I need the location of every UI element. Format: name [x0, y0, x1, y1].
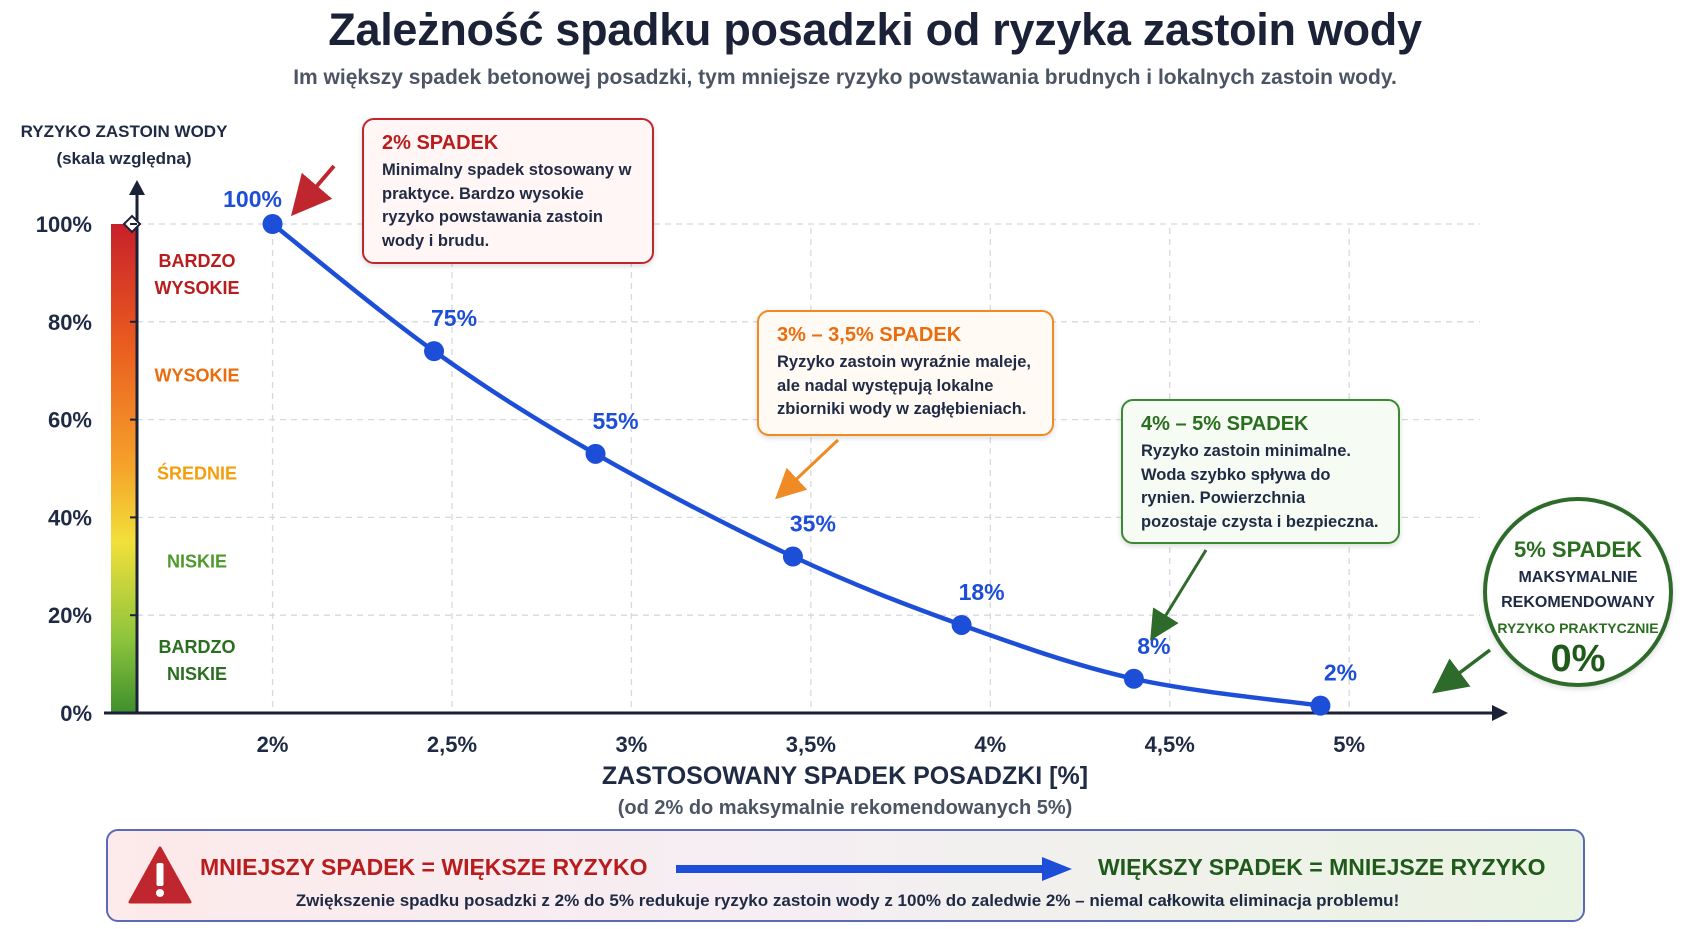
- callout-4-percent-body: Ryzyko zastoin minimalne. Woda szybko sp…: [1141, 442, 1379, 531]
- risk-label: BARDZO: [159, 251, 236, 271]
- callout-3-percent: 3% – 3,5% SPADEK Ryzyko zastoin wyraźnie…: [757, 310, 1054, 436]
- risk-label: WYSOKIE: [154, 366, 239, 386]
- data-label: 8%: [1137, 633, 1170, 659]
- chart-title: Zależność spadku posadzki od ryzyka zast…: [328, 4, 1422, 55]
- orange-callout-arrow: [775, 438, 840, 500]
- data-label: 18%: [959, 579, 1005, 605]
- callout-2-percent-title: 2% SPADEK: [382, 132, 499, 154]
- circle-line3: RYZYKO PRAKTYCZNIE: [1497, 620, 1659, 636]
- y-tick-label: 0%: [60, 701, 92, 726]
- arrow-right-icon: [676, 857, 1072, 881]
- banner-left-text: MNIEJSZY SPADEK = WIĘKSZE RYZYKO: [200, 854, 648, 880]
- banner-note: Zwiększenie spadku posadzki z 2% do 5% r…: [295, 891, 1400, 910]
- data-label: 35%: [790, 511, 836, 537]
- y-axis-arrow: [129, 180, 145, 195]
- ticks: 0% 20% 40% 60% 80% 100% 2% 2,5% 3% 3,5% 4% 4,5% 5%: [36, 212, 1365, 757]
- risk-label: NISKIE: [167, 551, 227, 571]
- y-tick-label: 100%: [36, 212, 92, 237]
- chart-subtitle: Im większy spadek betonowej posadzki, ty…: [293, 66, 1397, 89]
- x-tick-label: 2%: [257, 732, 289, 757]
- banner-right-text: WIĘKSZY SPADEK = MNIEJSZE RYZYKO: [1098, 854, 1546, 880]
- x-axis-arrow: [1492, 705, 1508, 721]
- data-point: [782, 546, 803, 567]
- circle-line2: REKOMENDOWANY: [1501, 594, 1655, 611]
- callout-2-percent: 2% SPADEK Minimalny spadek stosowany w p…: [362, 118, 654, 264]
- y-tick-label: 80%: [48, 310, 92, 335]
- x-axis-sublabel: (od 2% do maksymalnie rekomendowanych 5%…: [617, 797, 1073, 819]
- callout-4-percent: 4% – 5% SPADEK Ryzyko zastoin minimalne.…: [1121, 399, 1400, 544]
- risk-scale-labels: BARDZO WYSOKIE WYSOKIE ŚREDNIE NISKIE BARDZO N…: [154, 251, 239, 684]
- green-callout-arrow: [1150, 549, 1208, 641]
- x-axis-label: ZASTOSOWANY SPADEK POSADZKI [%]: [601, 762, 1089, 790]
- data-point: [262, 214, 283, 234]
- data-label: 100%: [223, 186, 282, 212]
- y-tick-label: 60%: [48, 408, 92, 433]
- callout-5-percent-circle: 5% SPADEK MAKSYMALNIE REKOMENDOWANY RYZY…: [1483, 497, 1673, 687]
- y-axis-label: RYZYKO ZASTOIN WODY (skala względna): [20, 118, 228, 172]
- x-tick-label: 5%: [1333, 732, 1365, 757]
- warning-icon: [128, 846, 192, 904]
- x-tick-label: 4%: [974, 732, 1006, 757]
- y-tick-label: 40%: [48, 505, 92, 530]
- y-axis-label-line2: (skala względna): [56, 149, 192, 168]
- risk-label: NISKIE: [167, 664, 227, 684]
- y-tick-label: 20%: [48, 603, 92, 628]
- callout-4-percent-title: 4% – 5% SPADEK: [1141, 413, 1309, 435]
- x-tick-label: 2,5%: [427, 732, 477, 757]
- circle-arrow: [1432, 648, 1492, 694]
- x-tick-label: 4,5%: [1145, 732, 1195, 757]
- data-point: [424, 341, 445, 362]
- data-point: [1123, 668, 1144, 689]
- callout-3-percent-body: Ryzyko zastoin wyraźnie maleje, ale nada…: [777, 353, 1032, 418]
- risk-label: BARDZO: [159, 637, 236, 657]
- circle-line1: MAKSYMALNIE: [1518, 569, 1638, 586]
- risk-gradient-bar: [111, 224, 137, 713]
- callout-2-percent-body: Minimalny spadek stosowany w praktyce. B…: [382, 161, 632, 250]
- x-tick-label: 3,5%: [786, 732, 836, 757]
- data-label: 2%: [1324, 660, 1357, 686]
- data-label: 55%: [593, 408, 639, 434]
- summary-banner: MNIEJSZY SPADEK = WIĘKSZE RYZYKO WIĘKSZY…: [106, 829, 1585, 922]
- risk-label: ŚREDNIE: [157, 462, 237, 483]
- circle-value: 0%: [1550, 638, 1606, 680]
- data-point: [1310, 695, 1331, 716]
- data-point: [585, 443, 606, 464]
- red-callout-arrow: [290, 164, 336, 217]
- data-label: 75%: [431, 305, 477, 331]
- circle-title: 5% SPADEK: [1514, 537, 1642, 562]
- risk-label: WYSOKIE: [154, 278, 239, 298]
- data-point: [951, 614, 972, 635]
- y-axis-label-line1: RYZYKO ZASTOIN WODY: [20, 122, 228, 141]
- x-tick-label: 3%: [616, 732, 648, 757]
- callout-3-percent-title: 3% – 3,5% SPADEK: [777, 324, 962, 346]
